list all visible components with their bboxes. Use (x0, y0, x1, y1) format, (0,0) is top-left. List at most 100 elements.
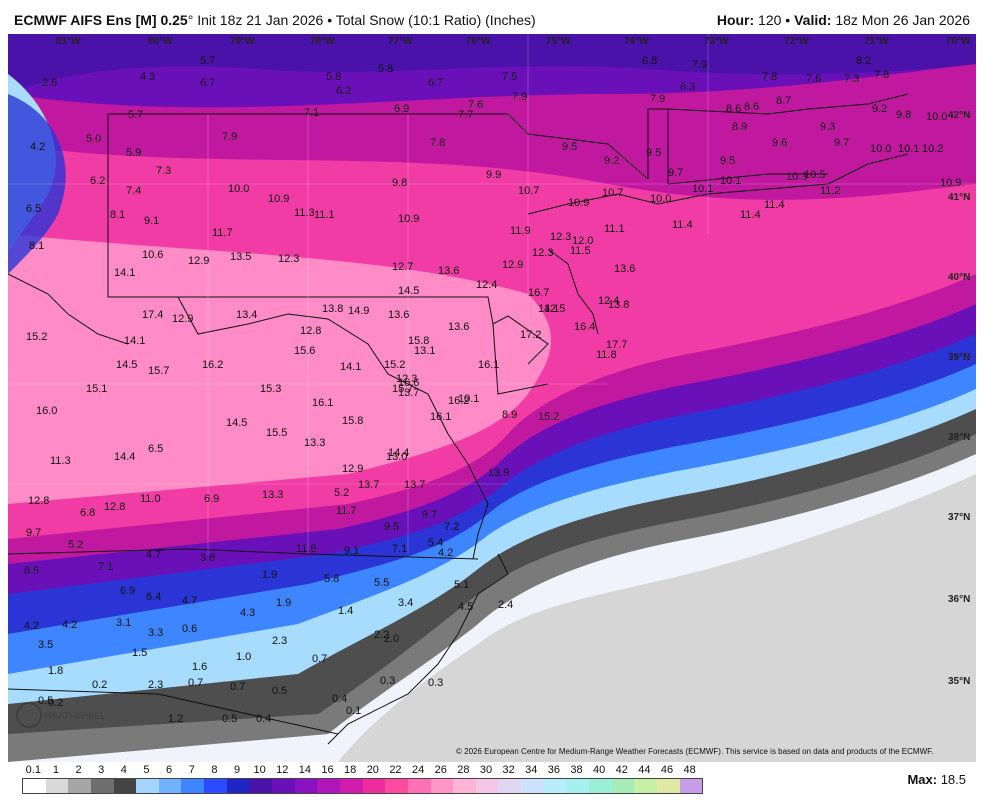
snowfall-value: 16.2 (202, 359, 223, 371)
legend-swatch (634, 779, 657, 793)
snowfall-value: 15.5 (266, 427, 287, 439)
latitude-label: 38°N (948, 432, 970, 443)
legend-swatch (430, 779, 454, 793)
legend-swatch (339, 779, 363, 793)
snowfall-value: 12.3 (550, 231, 571, 243)
snowfall-value: 10.1 (692, 183, 713, 195)
legend-swatch (385, 779, 408, 793)
legend-tick: 10 (253, 764, 266, 776)
snowfall-value: 0.7 (188, 677, 203, 689)
snowfall-value: 1.4 (338, 605, 353, 617)
legend-tick: 0.1 (25, 764, 41, 776)
snowfall-value: 13.7 (358, 479, 379, 491)
snowfall-value: 9.7 (834, 137, 849, 149)
snowfall-value: 7.7 (458, 109, 473, 121)
snowfall-value: 11.6 (296, 543, 317, 555)
latitude-labels: 42°N 41°N 40°N 39°N 38°N 37°N 36°N 35°N (948, 110, 970, 687)
degree-symbol: ° (187, 12, 194, 28)
legend-tick: 26 (434, 764, 447, 776)
snowfall-value: 12.9 (502, 259, 523, 271)
snowfall-value: 15.2 (384, 359, 405, 371)
map-title: ECMWF AIFS Ens [M] 0.25° Init 18z 21 Jan… (14, 12, 536, 28)
snowfall-value: 8.5 (24, 565, 39, 577)
snowfall-value: 12.8 (104, 501, 125, 513)
legend-tick-labels: 0.1 1 2 3 4 5 6 7 8 9 10 12 14 16 18 20 22 24 26 28 30 32 34 36… (22, 764, 701, 778)
snowfall-value: 13.3 (262, 489, 283, 501)
snowfall-value: 15.2 (26, 331, 47, 343)
snowfall-value: 13.6 (438, 265, 459, 277)
snowfall-value: 12.8 (28, 495, 49, 507)
snowfall-value: 5.1 (454, 579, 469, 591)
legend-swatch (294, 779, 318, 793)
latitude-label: 40°N (948, 272, 970, 283)
valid-label: Valid: (794, 12, 832, 28)
snow-bands (8, 34, 976, 762)
snowfall-value: 14.4 (388, 447, 409, 459)
legend-swatch (23, 779, 46, 793)
snowfall-value: 0.5 (222, 713, 237, 725)
snowfall-value: 13.7 (398, 387, 419, 399)
hour-label: Hour: (716, 12, 755, 28)
legend-tick: 2 (75, 764, 82, 776)
snowfall-value: 5.8 (324, 573, 339, 585)
snowfall-value: 0.6 (182, 623, 197, 635)
legend-tick: 30 (479, 764, 493, 776)
snowfall-value: 13.8 (608, 299, 629, 311)
snowfall-value: 10.1 (720, 175, 741, 187)
max-value: Max: 18.5 (907, 772, 966, 787)
legend-swatch (679, 779, 703, 793)
snowfall-value: 6.7 (428, 77, 443, 89)
legend-swatch (611, 779, 635, 793)
snowfall-value: 4.3 (140, 71, 155, 83)
model-name: ECMWF AIFS Ens [M] 0.25 (14, 12, 188, 28)
snowfall-value: 0.4 (332, 693, 347, 705)
snowfall-value: 9.8 (896, 109, 911, 121)
snowfall-value: 7.6 (806, 73, 821, 85)
snowfall-value: 0.7 (312, 653, 327, 665)
snowfall-value: 3.8 (200, 552, 215, 564)
legend-tick: 12 (276, 764, 289, 776)
latitude-label: 42°N (948, 110, 970, 121)
snowfall-value: 10.0 (650, 193, 671, 205)
longitude-label: 81°W (56, 36, 81, 47)
snowfall-value: 8.9 (502, 409, 517, 421)
snowfall-value: 12.7 (392, 261, 413, 273)
snowfall-value: 0.2 (48, 697, 63, 709)
longitude-label: 79°W (230, 36, 255, 47)
snowfall-value: 16.1 (430, 411, 451, 423)
legend-tick: 38 (570, 764, 583, 776)
snowfall-value: 10.3 (786, 171, 807, 183)
snowfall-value: 8.6 (726, 103, 741, 115)
legend-tick: 5 (143, 764, 150, 776)
legend-tick: 22 (389, 764, 402, 776)
snowfall-value: 12.4 (476, 279, 497, 291)
snowfall-value: 13.1 (414, 345, 435, 357)
title-details: Init 18z 21 Jan 2026 • Total Snow (10:1 … (193, 12, 536, 28)
snowfall-value: 0.3 (428, 677, 443, 689)
longitude-label: 75°W (546, 36, 571, 47)
snowfall-value: 1.6 (192, 661, 207, 673)
snowfall-value: 9.8 (392, 177, 407, 189)
snowfall-value: 11.4 (764, 199, 785, 211)
snowfall-value: 13.6 (388, 309, 409, 321)
snowfall-value: 10.9 (398, 213, 419, 225)
snowfall-value: 10.6 (142, 249, 163, 261)
snowfall-value: 11.3 (294, 207, 315, 219)
snowfall-value: 11.4 (740, 209, 761, 221)
snowfall-value: 6.2 (90, 175, 105, 187)
snowfall-value: 10.2 (922, 143, 943, 155)
snowfall-value: 8.7 (776, 95, 791, 107)
color-legend (22, 778, 703, 794)
snowfall-value: 0.4 (256, 713, 271, 725)
snowfall-value: 10.0 (870, 143, 891, 155)
snowfall-value: 15.7 (148, 365, 169, 377)
snowfall-value: 3.5 (38, 639, 53, 651)
longitude-label: 80°W (148, 36, 173, 47)
snowfall-value: 2.4 (498, 599, 513, 611)
snowfall-value: 6.9 (394, 103, 409, 115)
legend-tick: 4 (120, 764, 127, 776)
snowfall-value: 9.5 (562, 141, 577, 153)
snowfall-values: 2.6 4.35.76.7 5.86.25.86.7 7.56.8 7.97.8 7.6 7… (24, 55, 961, 725)
snowfall-value: 4.7 (146, 549, 161, 561)
snowfall-value: 17.7 (606, 339, 627, 351)
